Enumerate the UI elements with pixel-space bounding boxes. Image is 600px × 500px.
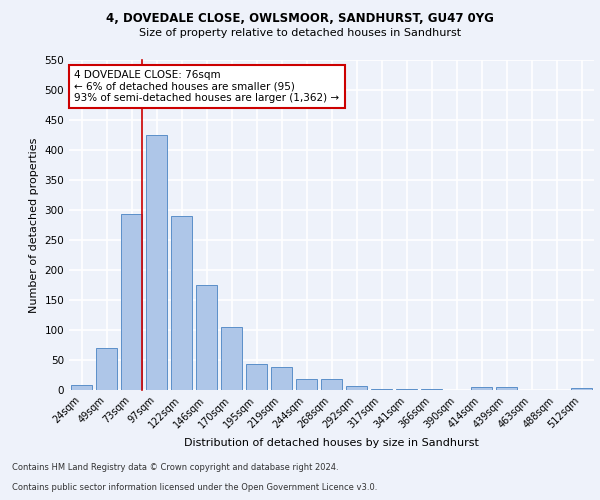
Bar (121, 214, 142, 390)
Text: Contains HM Land Registry data © Crown copyright and database right 2024.: Contains HM Land Registry data © Crown c… (12, 464, 338, 472)
Bar (71, 385, 92, 390)
Bar (146, 135, 167, 390)
Text: Size of property relative to detached houses in Sandhurst: Size of property relative to detached ho… (139, 28, 461, 38)
Bar (346, 386, 367, 390)
Text: 4, DOVEDALE CLOSE, OWLSMOOR, SANDHURST, GU47 0YG: 4, DOVEDALE CLOSE, OWLSMOOR, SANDHURST, … (106, 12, 494, 26)
Bar (496, 387, 517, 390)
Bar (246, 364, 267, 390)
Bar (371, 389, 392, 390)
Bar (96, 348, 117, 390)
Y-axis label: Number of detached properties: Number of detached properties (29, 138, 39, 312)
Bar (296, 379, 317, 390)
Bar (271, 367, 292, 390)
Bar (571, 388, 592, 390)
Text: 4 DOVEDALE CLOSE: 76sqm
← 6% of detached houses are smaller (95)
93% of semi-det: 4 DOVEDALE CLOSE: 76sqm ← 6% of detached… (74, 70, 340, 103)
Bar (321, 379, 342, 390)
Bar (196, 285, 217, 390)
Bar (471, 387, 492, 390)
Bar (171, 216, 192, 390)
Bar (221, 327, 242, 390)
Text: Contains public sector information licensed under the Open Government Licence v3: Contains public sector information licen… (12, 484, 377, 492)
X-axis label: Distribution of detached houses by size in Sandhurst: Distribution of detached houses by size … (184, 438, 479, 448)
